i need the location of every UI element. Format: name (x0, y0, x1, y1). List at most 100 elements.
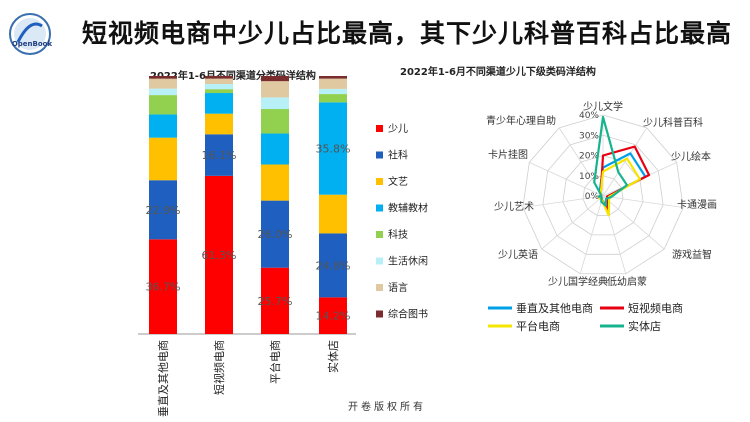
radar-tick-label: 0% (585, 192, 600, 202)
radar-axis-label: 卡通漫画 (677, 198, 717, 211)
legend-swatch (376, 284, 383, 291)
radar-axis-label: 少儿艺术 (494, 201, 534, 213)
bar-segment-3-5 (261, 109, 289, 134)
bar-segment-1-2 (149, 180, 177, 240)
bar-segment-2-4 (205, 93, 233, 114)
legend-label: 科技 (388, 228, 408, 241)
radar-axis-label: 卡片挂图 (488, 148, 528, 161)
radar-spoke (529, 161, 604, 197)
bar-segment-4-5 (319, 94, 347, 103)
bar-segment-4-7 (319, 78, 347, 89)
radar-legend-label: 平台电商 (516, 319, 560, 333)
radar-tick-label: 30% (579, 131, 599, 141)
bar-segment-2-2 (205, 134, 233, 176)
footer-copyright: 开卷版权所有 (348, 402, 426, 413)
legend-swatch (376, 204, 383, 212)
radar-spoke (558, 127, 604, 197)
legend-swatch (376, 125, 383, 132)
legend-label: 文艺 (388, 175, 408, 188)
x-tick-label: 平台电商 (268, 340, 282, 384)
data-label: 22.9% (146, 204, 181, 217)
radar-series-3 (597, 157, 641, 217)
legend-swatch (376, 310, 383, 318)
radar-axis-label: 少儿文学 (583, 100, 623, 113)
radar-axis-label: 游戏益智 (672, 248, 712, 261)
bar-segment-3-2 (261, 200, 289, 268)
bar-segment-2-1 (205, 175, 233, 334)
radar-spoke (602, 127, 648, 197)
legend-swatch (376, 231, 383, 238)
bar-segment-2-3 (205, 113, 233, 135)
radar-axis-label: 少儿绘本 (671, 150, 711, 163)
data-label: 61.3% (202, 249, 237, 262)
legend-swatch (376, 151, 383, 159)
radar-grid-ring (542, 134, 664, 255)
data-label: 26.0% (258, 228, 293, 241)
radar-chart-title: 2022年1-6月不同渠道少儿下级类码洋结构 (400, 67, 596, 78)
bar-segment-1-4 (149, 114, 177, 138)
x-tick-label: 实体店 (326, 340, 340, 373)
data-label: 14.2% (316, 310, 351, 323)
bar-segment-1-3 (149, 137, 177, 181)
bar-segment-2-5 (205, 89, 233, 94)
bar-segment-4-1 (319, 297, 347, 334)
radar-series-2 (599, 145, 651, 213)
bar-segment-2-6 (205, 83, 233, 90)
radar-legend-label: 短视频电商 (628, 301, 683, 315)
legend-label: 综合图书 (388, 308, 428, 321)
radar-spoke (579, 195, 604, 274)
radar-series-1 (597, 152, 647, 207)
bar-segment-4-2 (319, 233, 347, 298)
legend-label: 少儿 (388, 123, 408, 135)
legend-label: 教辅教材 (388, 202, 428, 215)
data-label: 25.7% (258, 295, 293, 308)
bar-segment-3-3 (261, 164, 289, 201)
bar-segment-3-4 (261, 133, 289, 165)
radar-spoke (602, 161, 677, 197)
radar-spoke (602, 195, 665, 250)
legend-label: 生活休闲 (388, 255, 428, 268)
bar-segment-3-6 (261, 97, 289, 110)
radar-axis-label: 低幼启蒙 (607, 275, 647, 288)
bar-segment-1-6 (149, 88, 177, 96)
legend-swatch (376, 257, 383, 265)
bar-segment-4-3 (319, 194, 347, 234)
data-label: 36.7% (146, 281, 181, 294)
openbook-logo: OpenBook (9, 13, 53, 55)
bar-segment-1-5 (149, 95, 177, 115)
radar-spoke (541, 195, 604, 250)
bar-segment-4-6 (319, 88, 347, 95)
radar-series-4 (593, 115, 629, 207)
legend-swatch (376, 178, 383, 185)
bar-segment-1-1 (149, 239, 177, 334)
x-tick-label: 垂直及其他电商 (156, 340, 170, 417)
radar-grid-ring (562, 155, 644, 236)
radar-spoke (602, 195, 627, 274)
bar-segment-3-7 (261, 81, 289, 98)
radar-grid-ring (522, 114, 684, 275)
radar-axis-label: 少儿英语 (498, 248, 538, 261)
bar-segment-4-8 (319, 76, 347, 79)
radar-spoke (522, 195, 604, 208)
stacked-chart-title: 2022年1-6月不同渠道分类码洋结构 (150, 71, 316, 82)
radar-legend-label: 垂直及其他电商 (516, 301, 593, 315)
radar-axis-label: 青少年心理自助 (486, 114, 556, 127)
data-label: 35.8% (316, 142, 351, 155)
page-title: 短视频电商中少儿占比最高，其下少儿科普百科占比最高 (82, 19, 733, 48)
radar-legend-label: 实体店 (628, 319, 661, 333)
x-tick-label: 短视频电商 (212, 340, 226, 395)
radar-spoke (602, 195, 684, 208)
radar-tick-label: 40% (579, 111, 599, 121)
svg-text:OpenBook: OpenBook (12, 40, 53, 48)
radar-tick-label: 20% (579, 152, 599, 162)
data-label: 24.8% (316, 259, 351, 272)
radar-grid-ring (582, 175, 624, 216)
legend-label: 社科 (388, 149, 408, 162)
data-label: 16.1% (202, 149, 237, 162)
radar-tick-label: 10% (579, 172, 599, 182)
bar-segment-4-4 (319, 102, 347, 195)
radar-axis-label: 少儿科普百科 (643, 116, 703, 129)
radar-axis-label: 少儿国学经典 (548, 275, 608, 288)
bar-segment-3-1 (261, 267, 289, 334)
